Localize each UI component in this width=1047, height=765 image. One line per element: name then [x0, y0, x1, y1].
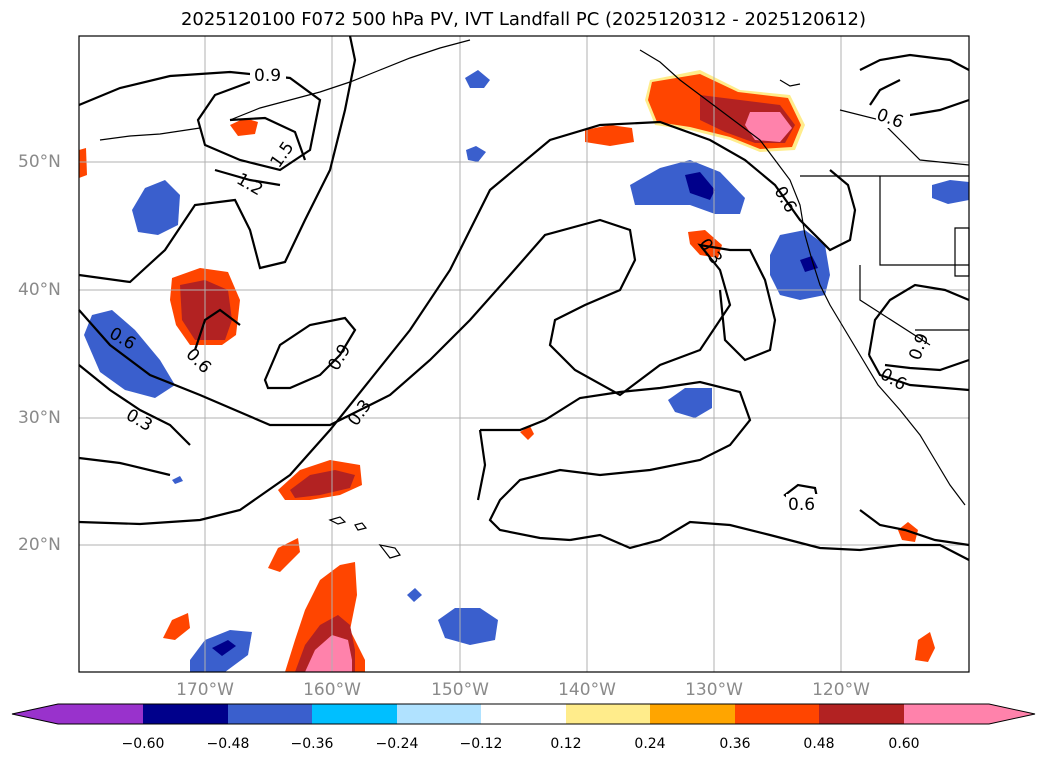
plot-area	[79, 36, 969, 672]
positive-anomaly-small-6	[915, 632, 935, 662]
lat-label: 20°N	[18, 535, 61, 555]
plot-frame	[78, 35, 970, 673]
lon-label: 150°W	[431, 680, 489, 700]
lon-label: 140°W	[558, 680, 616, 700]
negative-anomaly-coast	[770, 230, 830, 300]
positive-anomaly-small-3	[268, 538, 300, 572]
positive-anomaly-south	[285, 562, 365, 672]
colorbar-tick-label: 0.48	[803, 736, 835, 752]
positive-anomaly-dot-1	[520, 426, 534, 440]
negative-anomaly-mid	[668, 388, 712, 418]
colorbar-tick-label: −0.48	[206, 736, 250, 752]
negative-anomaly-south-mid	[438, 608, 498, 645]
positive-anomaly-small-1	[585, 125, 634, 146]
contour-label: 0.6	[788, 495, 815, 515]
colorbar-tick-label: −0.24	[375, 736, 419, 752]
lon-label: 160°W	[303, 680, 361, 700]
positive-anomaly-south-central	[278, 460, 362, 500]
negative-anomaly-coast-core	[800, 256, 818, 272]
colorbar	[11, 703, 1036, 725]
positive-anomaly-small-4	[163, 613, 190, 640]
colorbar-tick-label: 0.24	[634, 736, 666, 752]
positive-anomaly-pnw	[645, 70, 805, 152]
lat-label: 40°N	[18, 280, 61, 300]
negative-anomaly-east-edge	[932, 180, 969, 204]
map-title: 2025120100 F072 500 hPa PV, IVT Landfall…	[180, 9, 867, 30]
negative-anomaly-dot-2	[466, 146, 486, 162]
negative-anomaly-offshore	[630, 160, 745, 214]
negative-anomaly-northwest	[132, 180, 180, 235]
lat-label: 30°N	[18, 408, 61, 428]
lon-label: 130°W	[685, 680, 743, 700]
colorbar-tick-label: −0.12	[459, 736, 503, 752]
lon-label: 170°W	[176, 680, 234, 700]
coastlines	[99, 39, 970, 559]
negative-anomaly-dot-3	[407, 588, 422, 602]
colorbar-tick-label: −0.60	[121, 736, 165, 752]
lon-label: 120°W	[812, 680, 870, 700]
colorbar-tick-label: −0.36	[290, 736, 334, 752]
pv-anomaly-fills	[79, 70, 969, 672]
positive-anomaly-edge	[79, 148, 87, 178]
colorbar-tick-label: 0.12	[550, 736, 582, 752]
negative-anomaly-dot-4	[172, 476, 183, 484]
colorbar-extend-low	[12, 704, 58, 724]
positive-anomaly-dot-2	[230, 118, 258, 136]
pv-contours	[78, 35, 970, 561]
negative-anomaly-dot-1	[465, 70, 490, 88]
contour-label: 0.9	[254, 66, 281, 86]
colorbar-extend-high	[989, 704, 1035, 724]
colorbar-tick-label: 0.36	[719, 736, 751, 752]
colorbar-tick-label: 0.60	[888, 736, 920, 752]
lat-label: 50°N	[18, 152, 61, 172]
negative-anomaly-southwest-core	[212, 640, 236, 656]
